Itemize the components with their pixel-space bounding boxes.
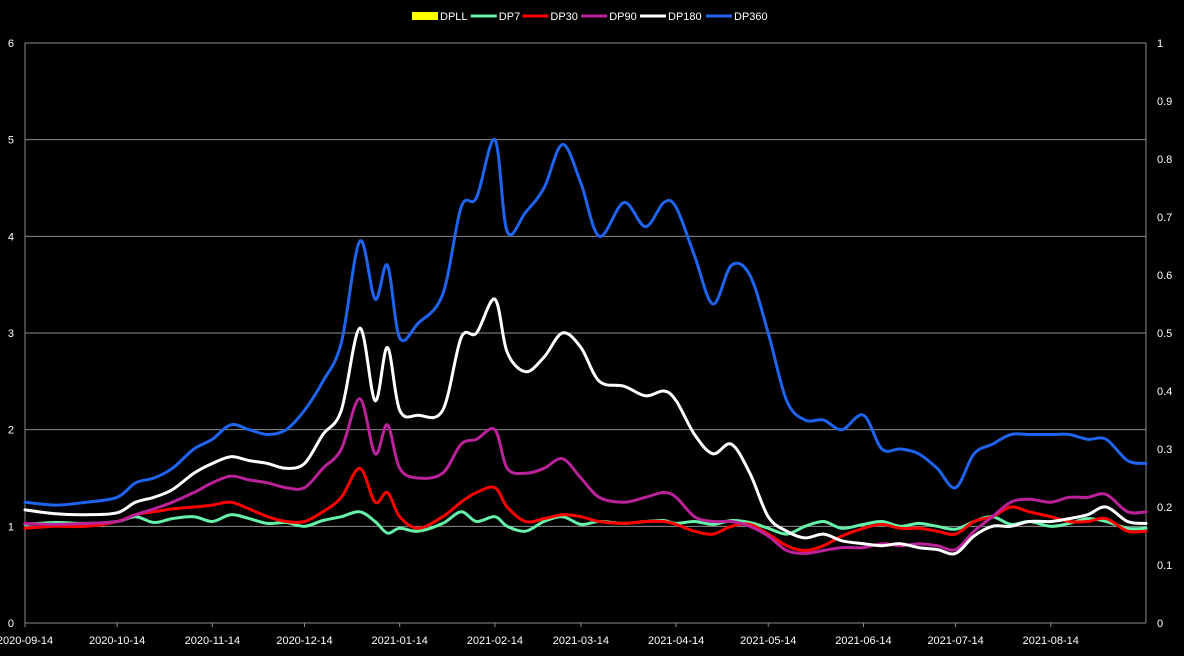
legend-label-dp7: DP7 [499,11,520,23]
x-tick-label: 2021-08-14 [1023,635,1079,647]
y-tick-label: 3 [8,328,14,340]
x-tick-label: 2021-06-14 [835,635,891,647]
series-lines [23,138,1148,556]
legend-label-dp30: DP30 [550,11,578,23]
x-tick-label: 2021-05-14 [740,635,796,647]
y2-tick-label: 0.4 [1157,386,1172,398]
y-axis-left-ticks: 0 1 2 3 4 5 6 [8,38,14,630]
y2-tick-label: 0.5 [1157,328,1172,340]
y2-tick-label: 0.3 [1157,444,1172,456]
y2-tick-label: 0.7 [1157,212,1172,224]
series-line-dp180 [23,297,1148,556]
legend-label-dp180: DP180 [668,11,702,23]
y2-tick-label: 0.1 [1157,560,1172,572]
y-axis-right-ticks: 0 0.1 0.2 0.3 0.4 0.5 0.6 0.7 0.8 0.9 1 [1157,38,1172,630]
series-line-dp30 [23,466,1148,552]
y2-tick-label: 0.9 [1157,96,1172,108]
series-line-dp90 [23,397,1148,555]
x-tick-label: 2020-09-14 [0,635,53,647]
series-line-dp360 [23,138,1148,507]
x-tick-label: 2021-04-14 [648,635,704,647]
x-axis-ticks: 2020-09-14 2020-10-14 2020-11-14 2020-12-14… [0,623,1079,647]
x-tick-label: 2021-01-14 [372,635,428,647]
legend: DPLL DP7 DP30 DP90 DP180 DP360 [412,11,768,23]
y-tick-label: 0 [8,618,14,630]
y2-tick-label: 0.8 [1157,154,1172,166]
legend-swatch-dpll [412,12,438,20]
y-tick-label: 5 [8,135,14,147]
x-tick-label: 2020-10-14 [89,635,145,647]
legend-label-dp90: DP90 [609,11,637,23]
series-line-dp7 [23,510,1148,536]
x-tick-label: 2021-03-14 [553,635,609,647]
y2-tick-label: 0 [1157,618,1163,630]
y2-tick-label: 0.6 [1157,270,1172,282]
legend-label-dpll: DPLL [440,11,468,23]
x-tick-label: 2020-11-14 [185,635,240,647]
y2-tick-label: 0.2 [1157,502,1172,514]
gridlines [25,42,1146,527]
y-tick-label: 4 [8,231,14,243]
y-tick-label: 6 [8,38,14,50]
x-tick-label: 2021-07-14 [927,635,983,647]
y-tick-label: 2 [8,425,14,437]
axes [24,43,1147,624]
legend-label-dp360: DP360 [734,11,768,23]
y-tick-label: 1 [8,521,14,533]
x-tick-label: 2020-12-14 [276,635,332,647]
x-tick-label: 2021-02-14 [467,635,523,647]
y2-tick-label: 1 [1157,38,1163,50]
